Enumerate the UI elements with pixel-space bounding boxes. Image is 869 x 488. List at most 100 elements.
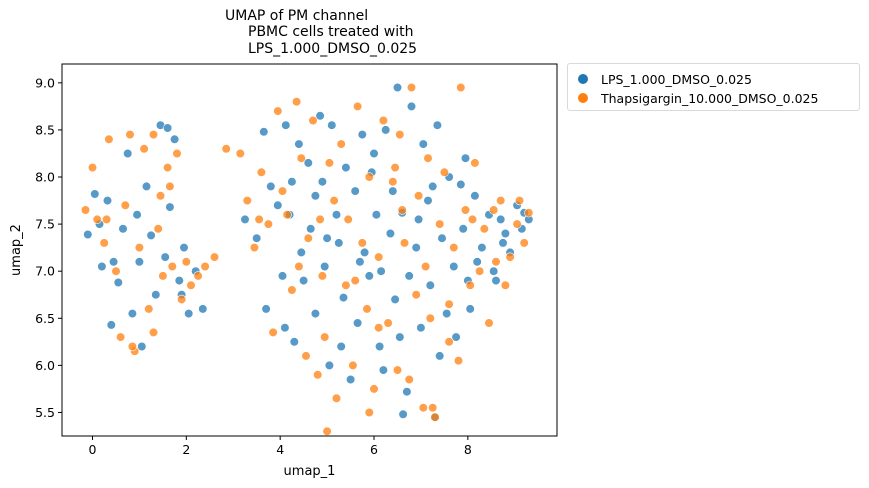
legend-marker-thapsigargin — [578, 93, 588, 103]
scatter-point-series-0 — [184, 309, 194, 319]
scatter-point-series-1 — [268, 327, 278, 338]
scatter-point-series-1 — [357, 238, 367, 248]
scatter-point-series-0 — [498, 238, 508, 248]
scatter-point-series-0 — [132, 210, 142, 220]
x-axis-ticks: 0 2 4 6 8 — [89, 436, 472, 457]
scatter-point-series-0 — [432, 120, 443, 130]
scatter-point-series-0 — [414, 214, 424, 224]
scatter-point-series-1 — [505, 252, 515, 262]
scatter-point-series-1 — [235, 148, 245, 159]
scatter-point-series-1 — [425, 313, 435, 323]
scatter-point-series-1 — [449, 243, 459, 253]
scatter-point-series-1 — [343, 214, 353, 224]
chart-title-line-2: PBMC cells treated with — [248, 24, 414, 40]
scatter-point-series-1 — [324, 158, 335, 168]
scatter-point-series-0 — [491, 276, 501, 286]
plot-frame — [61, 63, 558, 437]
chart-legend: LPS_1.000_DMSO_0.025 Thapsigargin_10.000… — [567, 63, 860, 111]
scatter-point-series-1 — [444, 337, 454, 347]
scatter-point-series-1 — [418, 403, 428, 413]
scatter-point-series-0 — [418, 139, 428, 149]
scatter-point-series-1 — [165, 181, 175, 191]
scatter-point-series-0 — [350, 186, 360, 196]
scatter-point-series-0 — [127, 309, 137, 319]
scatter-point-series-0 — [388, 186, 398, 196]
scatter-point-series-0 — [331, 210, 342, 220]
scatter-point-series-1 — [435, 219, 445, 229]
scatter-point-series-0 — [375, 341, 385, 352]
scatter-point-series-1 — [172, 148, 182, 159]
legend-entry-thapsigargin: Thapsigargin_10.000_DMSO_0.025 — [578, 89, 818, 107]
scatter-point-series-1 — [500, 280, 511, 290]
scatter-point-series-1 — [315, 214, 325, 224]
scatter-point-series-1 — [341, 280, 351, 290]
scatter-point-series-1 — [111, 266, 121, 276]
scatter-point-series-0 — [437, 233, 447, 243]
scatter-point-series-1 — [277, 186, 288, 196]
scatter-point-series-1 — [120, 200, 130, 210]
scatter-point-series-0 — [428, 181, 438, 191]
scatter-point-series-0 — [102, 196, 113, 206]
scatter-point-series-1 — [460, 205, 471, 215]
scatter-point-series-1 — [467, 214, 478, 224]
scatter-point-series-1 — [200, 261, 210, 272]
scatter-point-series-0 — [327, 120, 337, 130]
scatter-point-series-1 — [148, 130, 159, 140]
scatter-point-series-1 — [115, 332, 126, 342]
x-axis-label: umap_1 — [284, 464, 336, 479]
scatter-point-series-1 — [484, 318, 494, 328]
scatter-point-series-0 — [489, 266, 499, 276]
scatter-point-series-1 — [519, 238, 529, 248]
scatter-point-series-1 — [336, 139, 346, 149]
scatter-point-series-0 — [137, 341, 147, 352]
scatter-point-series-0 — [346, 374, 356, 385]
scatter-point-series-0 — [442, 309, 452, 319]
scatter-point-series-0 — [411, 243, 421, 253]
scatter-point-series-0 — [404, 271, 414, 281]
scatter-point-series-1 — [383, 318, 393, 328]
scatter-point-series-1 — [221, 144, 231, 154]
y-axis-label: umap_2 — [9, 224, 24, 276]
scatter-point-series-1 — [453, 356, 464, 366]
scatter-point-series-0 — [324, 360, 335, 371]
scatter-points — [80, 82, 534, 436]
y-tick-label: 7.0 — [35, 264, 55, 279]
scatter-point-series-0 — [472, 257, 482, 267]
scatter-point-series-1 — [294, 261, 304, 272]
scatter-point-series-0 — [252, 233, 262, 243]
scatter-point-series-1 — [331, 393, 342, 403]
scatter-point-series-1 — [125, 130, 135, 140]
scatter-point-series-1 — [80, 205, 91, 215]
scatter-point-series-0 — [334, 238, 344, 248]
scatter-point-series-0 — [259, 127, 269, 137]
scatter-point-series-1 — [193, 271, 203, 281]
scatter-point-series-0 — [266, 181, 276, 191]
scatter-point-series-1 — [414, 191, 424, 201]
scatter-point-series-1 — [512, 219, 522, 229]
scatter-point-series-1 — [404, 374, 414, 385]
scatter-point-series-1 — [397, 205, 407, 215]
scatter-point-series-1 — [423, 153, 433, 163]
legend-label-lps: LPS_1.000_DMSO_0.025 — [601, 71, 752, 87]
scatter-point-series-0 — [378, 365, 389, 375]
scatter-point-series-0 — [317, 177, 328, 187]
scatter-point-series-1 — [353, 101, 363, 111]
scatter-point-series-1 — [524, 208, 534, 218]
x-tick-label: 0 — [89, 442, 97, 457]
scatter-point-series-1 — [263, 219, 274, 229]
scatter-point-series-1 — [350, 276, 360, 286]
scatter-point-series-1 — [392, 365, 403, 375]
scatter-point-series-0 — [477, 243, 487, 253]
scatter-point-series-1 — [465, 280, 475, 290]
scatter-point-series-0 — [322, 233, 332, 243]
scatter-point-series-0 — [392, 82, 403, 93]
scatter-point-series-0 — [134, 257, 144, 267]
scatter-point-series-0 — [451, 332, 461, 342]
scatter-point-series-0 — [280, 323, 290, 333]
scatter-point-series-0 — [425, 280, 435, 290]
scatter-point-series-1 — [148, 327, 159, 338]
scatter-point-series-0 — [376, 266, 386, 276]
scatter-point-series-0 — [261, 304, 271, 314]
scatter-point-series-1 — [362, 304, 372, 314]
scatter-point-series-1 — [104, 134, 114, 144]
